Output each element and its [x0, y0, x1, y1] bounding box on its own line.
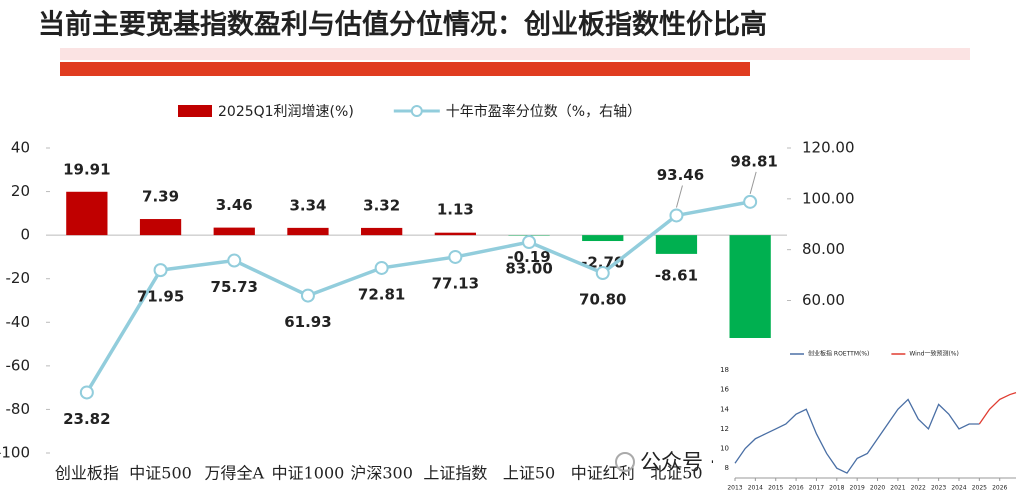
inset-legend-label: Wind一致预测(%) [909, 350, 958, 358]
legend-marker [410, 105, 423, 117]
x-tick-label: 中证红利 [571, 464, 635, 483]
y-tick-label: -20 [6, 269, 31, 287]
legend-label: 十年市盈率分位数（%，右轴） [446, 103, 641, 120]
line-value-label: 61.93 [284, 313, 331, 331]
label-leader [749, 171, 757, 194]
bar [655, 235, 698, 254]
line-marker [743, 194, 758, 209]
line-value-label: 70.80 [579, 291, 626, 309]
bar-value-label: 3.32 [363, 196, 400, 214]
legend-label: 2025Q1利润增速(%) [218, 104, 354, 120]
inset-x-tick-label: 2021 [890, 485, 905, 492]
y-tick-label: 20 [11, 182, 30, 200]
legend-swatch [178, 105, 212, 117]
inset-x-tick-label: 2023 [931, 485, 946, 492]
inset-y-tick-label: 12 [720, 425, 729, 433]
inset-x-tick-label: 2014 [748, 485, 763, 492]
slide-title: 当前主要宽基指数盈利与估值分位情况：创业板指数性价比高 [38, 9, 767, 41]
inset-x-tick-label: 2025 [972, 485, 987, 492]
y-tick-label: -80 [6, 400, 31, 418]
line [85, 200, 751, 394]
bar [213, 227, 255, 236]
inset-line [734, 398, 980, 474]
y-tick-label: 40 [11, 139, 30, 157]
x-tick-label: 中证1000 [272, 464, 345, 483]
bar [729, 235, 771, 342]
inset-y-tick-label: 16 [720, 386, 729, 394]
line-value-label: 93.46 [657, 166, 704, 184]
x-tick-label: 万得全A [204, 464, 264, 483]
bar [434, 232, 476, 236]
bar-value-label: 19.91 [63, 160, 110, 178]
y2-tick-label: 80.00 [802, 240, 845, 258]
bar-value-label: 3.46 [216, 196, 253, 214]
y2-tick-label: 60.00 [802, 291, 845, 309]
y-tick-label: 0 [20, 226, 30, 244]
line-marker [153, 263, 168, 278]
x-tick-label: 沪深300 [350, 464, 413, 483]
line-marker [669, 208, 684, 223]
y2-tick-label: 120.00 [802, 139, 855, 157]
bar [287, 227, 329, 236]
line-value-label: 71.95 [137, 288, 184, 306]
y-tick-label: -100 [0, 444, 30, 462]
y2-tick-label: 100.00 [802, 189, 855, 207]
x-tick-label: 中证500 [129, 464, 192, 483]
line-value-label: 83.00 [505, 260, 552, 278]
line-value-label: 23.82 [63, 410, 110, 428]
inset-x-tick-label: 2018 [829, 485, 844, 492]
inset-x-tick-label: 2013 [727, 485, 742, 492]
bar-value-label: -8.61 [655, 266, 698, 284]
inset-background [713, 338, 1024, 501]
inset-y-tick-label: 14 [720, 405, 729, 413]
inset-x-tick-label: 2024 [951, 485, 966, 492]
line-value-label: 75.73 [211, 278, 258, 296]
line-marker [300, 288, 315, 303]
line-value-label: 72.81 [358, 285, 405, 303]
line-marker [227, 253, 242, 268]
watermark-icon [615, 452, 635, 472]
bar [139, 219, 182, 236]
line-value-label: 77.13 [432, 274, 479, 292]
line-marker [374, 260, 389, 275]
label-leader [675, 185, 683, 208]
inset-y-tick-label: 8 [725, 464, 729, 472]
line-marker [595, 266, 610, 281]
inset-x-tick-label: 2016 [788, 485, 803, 492]
inset-y-tick-label: 10 [720, 445, 729, 453]
bar-value-label: 3.34 [289, 196, 326, 214]
y-tick-label: -40 [6, 313, 31, 331]
bar-value-label: 7.39 [142, 188, 179, 206]
bar [361, 227, 403, 236]
inset-x-tick-label: 2022 [911, 485, 926, 492]
title-underline-light [60, 48, 970, 60]
inset-x-tick-label: 2017 [809, 485, 824, 492]
y-tick-label: -60 [6, 356, 31, 374]
line-value-label: 98.81 [730, 152, 777, 170]
inset-x-tick-label: 2019 [850, 485, 865, 492]
inset-x-tick-label: 2020 [870, 485, 885, 492]
x-tick-label: 上证50 [503, 464, 555, 483]
x-tick-label: 上证指数 [423, 464, 487, 483]
bar [582, 235, 624, 242]
inset-x-tick-label: 2026 [992, 485, 1007, 492]
bar-value-label: 1.13 [437, 201, 474, 219]
bar-value-label: -0.19 [507, 248, 550, 266]
x-tick-label: 创业板指 [55, 464, 119, 483]
bar [66, 191, 108, 236]
line-marker [448, 249, 463, 264]
line-marker [522, 235, 537, 250]
inset-y-tick-label: 18 [720, 366, 729, 374]
line-marker [79, 385, 94, 400]
inset-line [978, 391, 1017, 425]
inset-x-tick-label: 2015 [768, 485, 783, 492]
x-tick-label: 北证50 [650, 464, 702, 483]
title-underline [60, 62, 750, 76]
inset-legend-label: 创业板指 ROETTM(%) [808, 350, 869, 358]
